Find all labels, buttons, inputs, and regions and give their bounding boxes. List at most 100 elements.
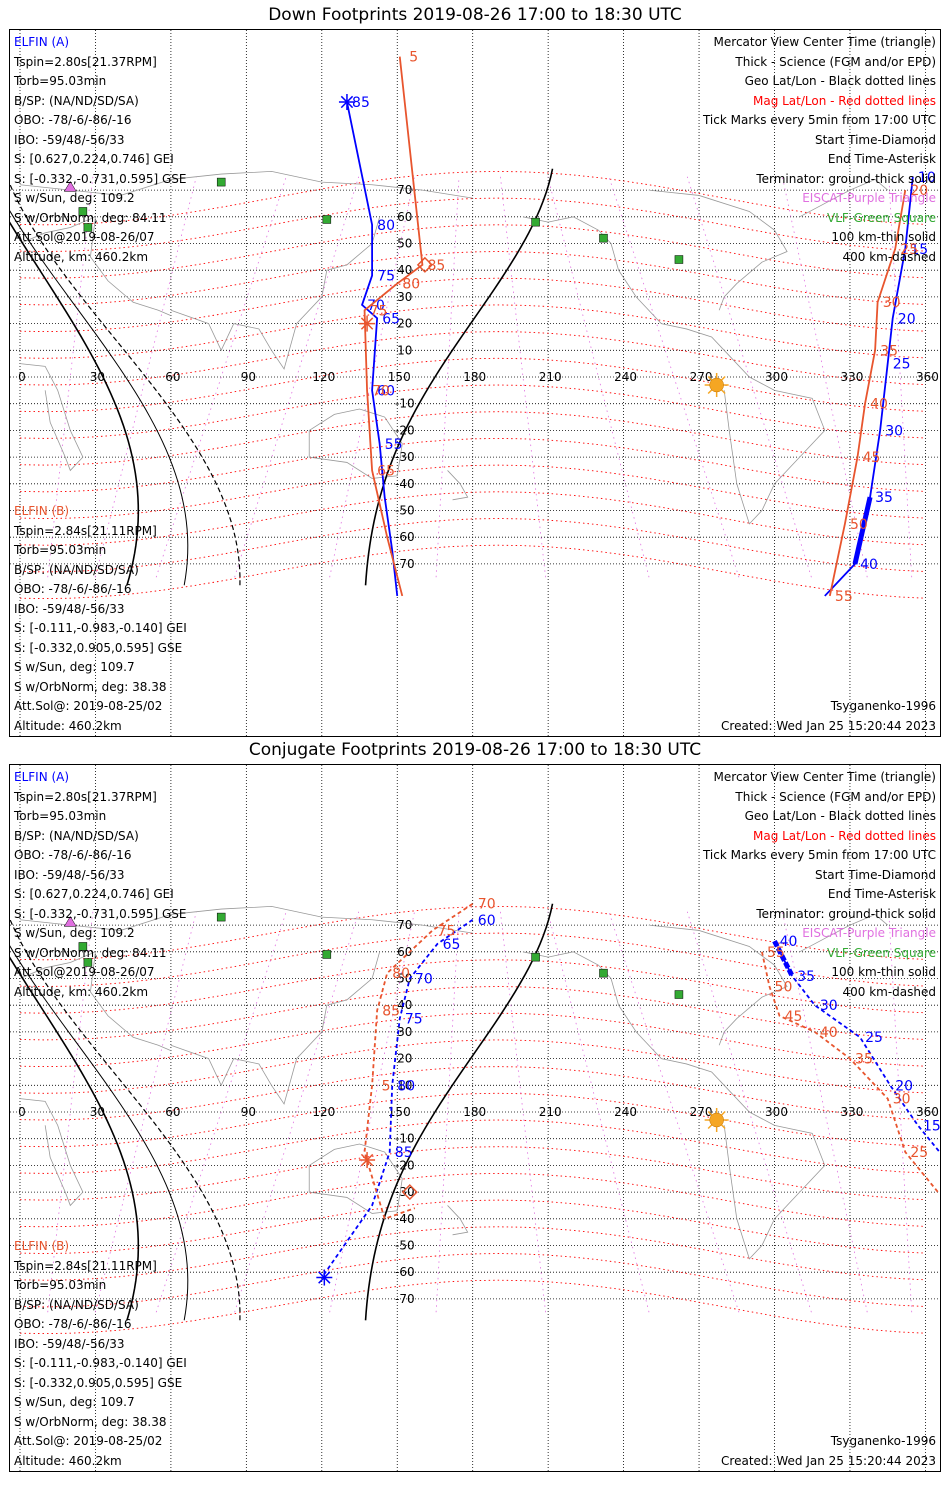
lat-tick-label: 20 [397, 317, 412, 331]
mag-lat-line [19, 986, 926, 1041]
lat-tick-label: 30 [397, 290, 412, 304]
sc-b-track-east-tick-label: 35 [880, 343, 898, 359]
sc-a-track-tick-label: 65 [382, 311, 400, 327]
mag-lat-line [19, 1199, 926, 1254]
mag-lat-line [19, 1039, 926, 1094]
sc-b-track-east [761, 951, 939, 1193]
lat-tick-label: 10 [397, 1078, 412, 1092]
sc-b-track-east-tick-label: 45 [785, 1009, 803, 1025]
sc-b-track-tick-label: 80 [402, 277, 420, 293]
vlf-square [674, 990, 684, 999]
sc-a-track-east-tick-label: 40 [860, 557, 878, 573]
sc-a-track-east-science [772, 939, 795, 977]
legend-item: VLF-Green Square [827, 945, 936, 960]
coastline [723, 350, 826, 525]
sc-b-track-east [828, 189, 907, 597]
sc-b-track [363, 56, 424, 597]
coastline [170, 216, 381, 370]
lat-tick-label: -20 [395, 423, 415, 437]
terminator-100km-line [10, 945, 189, 1321]
sc-a-track-tick-label: 75 [405, 1012, 423, 1028]
model-name: Tsyganenko-1996 [830, 1434, 936, 1448]
sc-b-track-east-tick-label: 55 [767, 945, 785, 961]
sc-b-s-orbnorm: S w/OrbNorm, deg: 38.38 [14, 1414, 167, 1429]
sc-b-track-tick-label: 75 [370, 303, 388, 319]
sc-b-altitude: Altitude: 460.2km [14, 718, 122, 733]
coastline [648, 189, 788, 311]
mag-lat-line [19, 277, 926, 333]
sc-a-track-east-tick-label: 20 [895, 1078, 913, 1094]
mag-lat-line [19, 384, 926, 439]
lon-tick-label: 300 [765, 370, 788, 384]
vlf-square [83, 223, 93, 232]
mag-lat-line [19, 1146, 926, 1201]
legend-item: Terminator: ground-thick solid [756, 906, 936, 921]
sc-b-track-tick-label: 70 [478, 897, 496, 913]
coastline [170, 951, 381, 1105]
coastline [19, 951, 172, 1051]
lat-tick-label: 60 [397, 945, 412, 959]
legend-item: Geo Lat/Lon - Black dotted lines [744, 809, 936, 823]
sc-a-track-tick-label: 80 [377, 218, 395, 234]
mag-lat-line [19, 491, 926, 546]
legend-item: Tick Marks every 5min from 17:00 UTC [702, 113, 936, 127]
mag-lon-line [435, 911, 460, 1313]
map-canvas-conjugate: 0 30 60 90 120 150 180 210 240 270 300 330 360706050… [10, 765, 940, 1471]
sc-a-bsp: B/SP: (NA/ND/SD/SA) [14, 828, 139, 843]
lon-tick-label: 0 [18, 1105, 26, 1119]
sc-a-s-orbnorm: S w/OrbNorm, deg: 84.11 [14, 210, 167, 225]
sc-b-bsp: B/SP: (NA/ND/SD/SA) [14, 1297, 139, 1312]
coastline [723, 1085, 826, 1260]
mag-lon-line [234, 176, 360, 578]
legend-item: Mercator View Center Time (triangle) [713, 770, 936, 784]
mag-lat-line [19, 1092, 926, 1148]
lat-tick-label: -50 [395, 1239, 415, 1253]
sc-b-track-east-tick-label: 45 [863, 450, 881, 466]
sc-b-track-east-tick-label: 35 [855, 1052, 873, 1068]
sc-a-track-east-tick-label: 15 [923, 1118, 940, 1134]
lon-tick-label: 330 [840, 370, 863, 384]
lat-tick-label: -10 [395, 397, 415, 411]
sc-b-s-sun: S w/Sun, deg: 109.7 [14, 660, 135, 674]
lon-tick-label: 60 [165, 1105, 180, 1119]
sc-a-track-tick-label: 70 [367, 298, 385, 314]
mag-lat-line [19, 544, 926, 600]
sc-b-track-east-tick-label: 25 [910, 1145, 928, 1161]
legend-item: Start Time-Diamond [814, 867, 936, 882]
lon-tick-label: 30 [90, 370, 105, 384]
sc-a-track-tick-label: 75 [377, 269, 395, 285]
mag-lat-line [19, 170, 926, 226]
map-panel-down: 0 30 60 90 120 150 180 210 240 270 300 330 360 70 60 50… [9, 29, 941, 737]
mag-lat-line [19, 251, 926, 306]
lon-tick-label: 150 [388, 370, 411, 384]
sc-b-tspin: Tspin=2.84s[21.11RPM] [14, 1258, 157, 1273]
vlf-square [531, 217, 540, 227]
sc-a-track [346, 101, 399, 597]
lat-tick-label: 30 [397, 1025, 412, 1039]
lon-tick-label: 90 [241, 1105, 256, 1119]
coastline [19, 906, 473, 934]
sc-a-s-gse: S: [-0.332,-0.731,0.595] GSE [14, 906, 187, 921]
sc-b-track-tick-label: 5 [409, 50, 418, 66]
sc-b-s-gse: S: [-0.332,0.905,0.595] GSE [14, 640, 183, 655]
mag-lat-line [19, 932, 926, 987]
vlf-square [78, 942, 88, 951]
mag-lat-line [19, 518, 926, 573]
lon-tick-label: 0 [18, 370, 26, 384]
model-label: Tsyganenko-1996 Created: Wed Jan 25 15:2… [721, 1432, 936, 1471]
sc-b-track-tick-label: 80 [392, 966, 410, 982]
terminator-line [10, 956, 140, 1321]
coastline [447, 470, 469, 501]
lat-tick-label: -60 [395, 530, 415, 544]
sc-a-attsol: Att.Sol@2019-08-26/07 [14, 965, 155, 979]
sc-b-ibo: IBO: -59/48/-56/33 [14, 601, 125, 616]
sc-a-track-tick-label: 70 [415, 972, 433, 988]
sc-a-attsol: Att.Sol@2019-08-26/07 [14, 230, 155, 244]
mag-lat-line [19, 437, 926, 493]
mag-lon-line [888, 176, 913, 578]
vlf-square [83, 958, 93, 967]
sc-a-torb: Torb=95.03min [14, 74, 107, 88]
sc-a-track-east-tick-label: 40 [780, 934, 798, 950]
mag-lat-line [19, 1012, 926, 1068]
mag-lat-line [19, 1119, 926, 1174]
